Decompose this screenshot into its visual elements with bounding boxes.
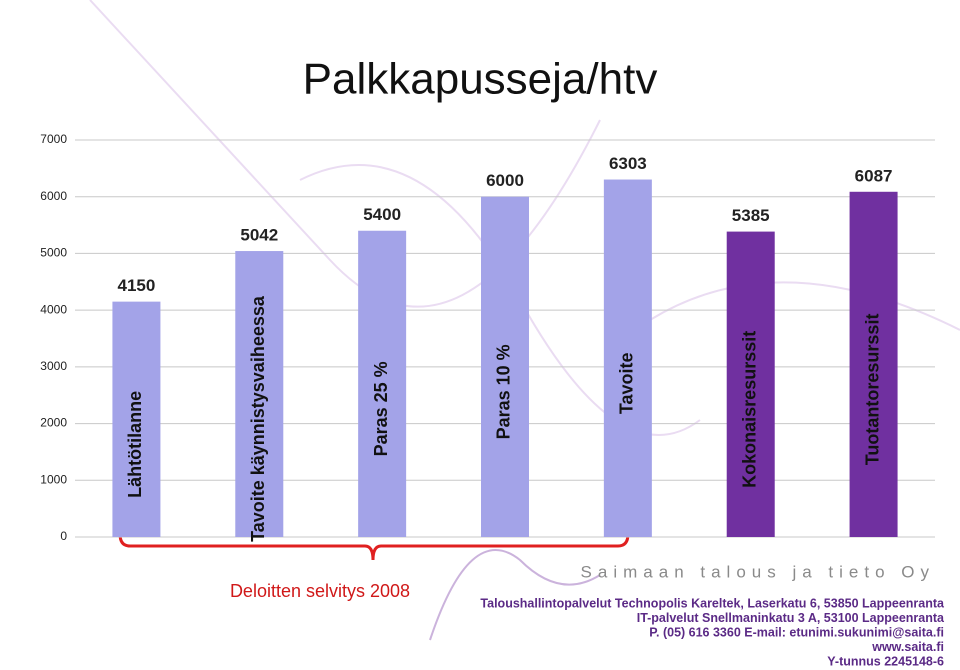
- bar: [726, 231, 775, 537]
- value-label: 5385: [732, 206, 770, 225]
- category-label: Paras 25 %: [371, 361, 391, 456]
- y-tick-label: 5000: [40, 246, 67, 260]
- bar: [358, 230, 407, 537]
- y-tick-label: 7000: [40, 132, 67, 146]
- category-label: Paras 10 %: [494, 344, 514, 439]
- bar: [603, 179, 652, 538]
- bar: [112, 301, 161, 537]
- y-tick-label: 1000: [40, 472, 67, 486]
- footer-line: IT-palvelut Snellmaninkatu 3 A, 53100 La…: [637, 611, 945, 625]
- brace: [118, 533, 630, 561]
- category-label: Lähtötilanne: [125, 391, 145, 498]
- bar: [849, 191, 898, 537]
- company-name: Saimaan talous ja tieto Oy: [581, 562, 935, 581]
- category-label: Tavoite käynnistysvaiheessa: [248, 295, 268, 542]
- footer-line: www.saita.fi: [871, 640, 944, 654]
- footer-line: Y-tunnus 2245148-6: [827, 654, 944, 668]
- category-label: Tuotantoresurssit: [862, 314, 882, 466]
- bar: [235, 251, 284, 537]
- footer-line: Taloushallintopalvelut Technopolis Karel…: [480, 596, 945, 610]
- value-label: 4150: [118, 276, 156, 295]
- y-tick-label: 3000: [40, 359, 67, 373]
- y-tick-label: 4000: [40, 302, 67, 316]
- value-label: 5042: [240, 226, 278, 245]
- y-tick-label: 0: [60, 529, 67, 543]
- footer: Taloushallintopalvelut Technopolis Karel…: [480, 596, 945, 668]
- value-label: 6087: [855, 166, 893, 185]
- value-label: 5400: [363, 205, 401, 224]
- chart-title: Palkkapusseja/htv: [303, 55, 658, 104]
- y-tick-label: 2000: [40, 416, 67, 430]
- category-label: Tavoite: [617, 352, 637, 414]
- bar: [481, 196, 529, 537]
- value-label: 6303: [609, 154, 647, 173]
- category-label: Kokonaisresurssit: [739, 331, 759, 488]
- value-label: 6000: [486, 171, 524, 190]
- footer-line: P. (05) 616 3360 E-mail: etunimi.sukunim…: [649, 625, 944, 639]
- y-tick-label: 6000: [40, 189, 67, 203]
- annotation: Deloitten selvitys 2008: [230, 581, 410, 601]
